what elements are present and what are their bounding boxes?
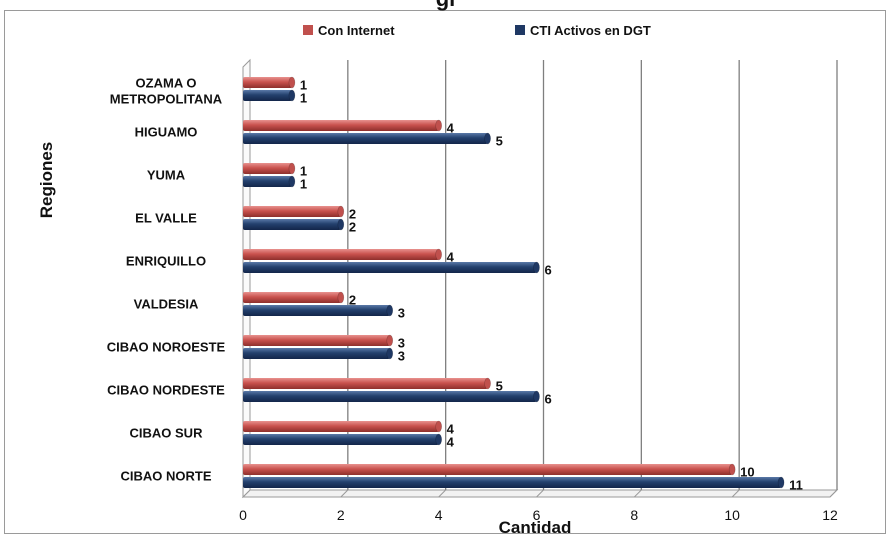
bar-cap-con-internet	[435, 119, 442, 132]
data-label: 5	[496, 134, 503, 149]
bar-cap-con-internet	[386, 334, 394, 347]
bar-cti-activos	[243, 477, 782, 488]
x-tick-label: 0	[239, 507, 247, 523]
y-tick-label: CIBAO NOROESTE	[107, 340, 226, 355]
y-tick-label-line: METROPOLITANA	[110, 92, 223, 107]
legend-swatch	[303, 25, 313, 35]
y-tick-label: OZAMA O METROPOLITANA	[110, 76, 223, 107]
bar-cti-activos	[243, 391, 537, 402]
y-axis-title: Regiones	[37, 142, 56, 219]
bar-con-internet	[243, 120, 439, 131]
legend: Con Internet CTI Activos en DGT	[303, 23, 651, 38]
bar-con-internet	[243, 206, 341, 217]
bar-cap-con-internet	[435, 420, 442, 433]
y-tick-label-line: OZAMA O	[136, 76, 197, 91]
y-tick-label: ENRIQUILLO	[126, 254, 206, 269]
bar-cap-cti-activos	[386, 304, 394, 317]
bar-cap-cti-activos	[435, 433, 442, 446]
data-label: 1	[300, 177, 307, 192]
bar-con-internet	[243, 77, 292, 88]
bar-cap-con-internet	[435, 248, 442, 261]
bar-cap-cti-activos	[337, 218, 345, 231]
gridline-floor	[438, 489, 447, 498]
bar-cap-cti-activos	[386, 347, 394, 360]
legend-swatch	[515, 25, 525, 35]
x-tick-label: 4	[435, 507, 443, 523]
bar-con-internet	[243, 163, 292, 174]
y-tick-label: CIBAO SUR	[130, 426, 204, 441]
bar-con-internet	[243, 335, 390, 346]
data-label: 3	[398, 306, 405, 321]
bar-cti-activos	[243, 90, 292, 101]
gridline-floor	[536, 489, 544, 498]
gridline-floor	[731, 489, 740, 498]
bar-cap-cti-activos	[484, 132, 491, 145]
data-label: 11	[789, 478, 803, 493]
bar-con-internet	[243, 421, 439, 432]
bar-cap-cti-activos	[288, 89, 296, 102]
bar-cap-con-internet	[484, 377, 491, 390]
data-label: 6	[545, 392, 552, 407]
x-tick-label: 8	[630, 507, 638, 523]
data-label: 1	[300, 78, 307, 93]
bar-cap-cti-activos	[533, 390, 540, 403]
bar-cap-con-internet	[728, 463, 736, 476]
data-label: 2	[349, 220, 356, 235]
chart-title-partial: gi	[0, 0, 891, 12]
bar-cti-activos	[243, 305, 390, 316]
gridline-floor	[829, 489, 838, 498]
data-label: 1	[300, 91, 307, 106]
bar-cap-con-internet	[288, 162, 296, 175]
bar-cap-con-internet	[288, 76, 296, 89]
gridline-floor	[633, 489, 642, 498]
x-tick-label: 6	[533, 507, 541, 523]
x-tick-label: 10	[724, 507, 740, 523]
data-label: 3	[398, 349, 405, 364]
data-label: 4	[447, 121, 455, 136]
data-label: 4	[447, 250, 455, 265]
y-tick-label: CIBAO NORTE	[121, 469, 212, 484]
bar-cti-activos	[243, 219, 341, 230]
bar-cap-con-internet	[337, 291, 345, 304]
bar-cap-cti-activos	[288, 175, 296, 188]
data-label: 2	[349, 293, 356, 308]
y-tick-label: EL VALLE	[135, 211, 197, 226]
data-label: 1	[300, 164, 307, 179]
y-tick-label: YUMA	[147, 168, 186, 183]
x-axis-title: Cantidad	[499, 518, 572, 537]
bar-cti-activos	[243, 348, 390, 359]
bar-cap-cti-activos	[777, 476, 785, 489]
y-tick-label: VALDESIA	[134, 297, 199, 312]
x-tick-label: 2	[337, 507, 345, 523]
bar-con-internet	[243, 464, 733, 475]
data-label: 3	[398, 336, 405, 351]
bar-cti-activos	[243, 133, 488, 144]
legend-label: Con Internet	[318, 23, 395, 38]
x-tick-label: 12	[822, 507, 838, 523]
legend-label: CTI Activos en DGT	[530, 23, 651, 38]
bar-cti-activos	[243, 262, 537, 273]
data-label: 2	[349, 207, 356, 222]
bar-cti-activos	[243, 176, 292, 187]
data-label: 5	[496, 379, 503, 394]
bar-con-internet	[243, 249, 439, 260]
bar-cti-activos	[243, 434, 439, 445]
data-label: 4	[447, 422, 455, 437]
bar-cap-con-internet	[337, 205, 345, 218]
y-tick-label: CIBAO NORDESTE	[107, 383, 225, 398]
data-label: 4	[447, 435, 455, 450]
data-label: 6	[545, 263, 552, 278]
bar-con-internet	[243, 378, 488, 389]
y-tick-label: HIGUAMO	[135, 125, 198, 140]
data-label: 10	[740, 465, 754, 480]
chart-frame	[4, 10, 886, 534]
bar-con-internet	[243, 292, 341, 303]
gridline-floor	[340, 489, 349, 498]
bar-cap-cti-activos	[533, 261, 540, 274]
